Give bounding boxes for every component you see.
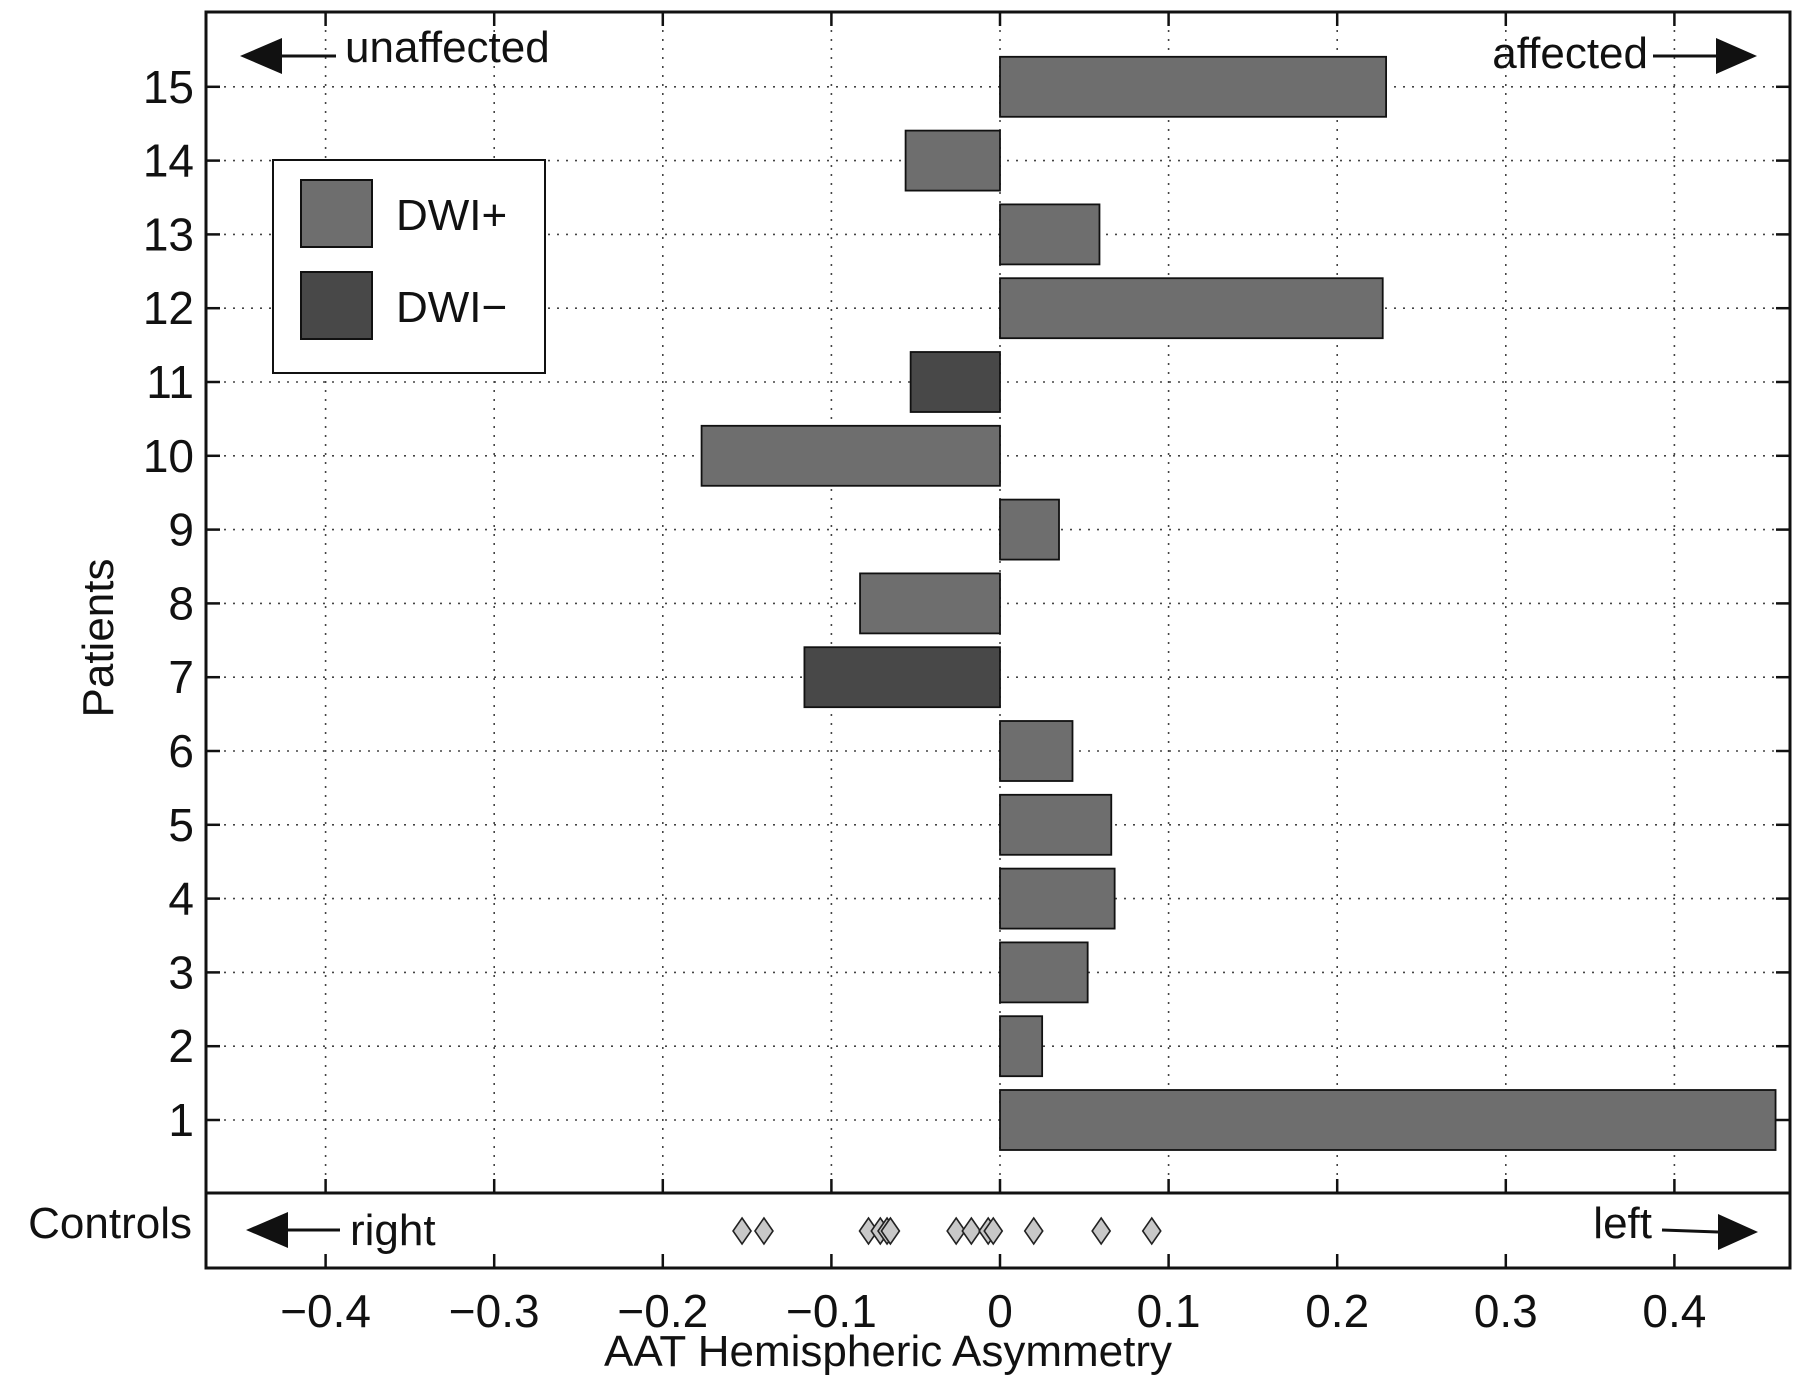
bar-patient-11: [909, 351, 1001, 413]
x-tick-label: −0.2: [617, 1285, 708, 1337]
svg-text:unaffected: unaffected: [345, 23, 550, 72]
x-axis-title: AAT Hemispheric Asymmetry: [604, 1327, 1172, 1376]
y-tick-label: 5: [168, 799, 194, 851]
axes-frame: [204, 10, 1792, 1270]
controls-markers: [732, 1216, 1162, 1246]
ticks: −0.4 −0.3 −0.2 −0.1 0 0.1 0.2 0.3 0.412345678910…: [143, 12, 1790, 1337]
y-tick-label: 10: [143, 430, 194, 482]
legend: DWI+ DWI−: [272, 159, 546, 374]
control-marker: [946, 1216, 967, 1246]
legend-swatch-dwi-plus: [300, 179, 373, 248]
legend-label-dwi-plus: DWI+: [396, 191, 507, 240]
bar-patient-15: [999, 55, 1387, 118]
control-marker: [880, 1216, 901, 1246]
svg-text:left: left: [1593, 1199, 1652, 1248]
annotation-unaffected: unaffected: [240, 23, 550, 74]
control-marker: [961, 1216, 982, 1246]
x-tick-label: −0.3: [449, 1285, 540, 1337]
y-tick-label: 7: [168, 651, 194, 703]
svg-text:affected: affected: [1492, 29, 1648, 78]
control-marker: [983, 1216, 1004, 1246]
annotation-affected: affected: [1492, 29, 1757, 78]
y-tick-label: 12: [143, 282, 194, 334]
control-marker: [732, 1216, 753, 1246]
bar-patient-14: [904, 129, 1001, 192]
y-tick-label: 14: [143, 135, 194, 187]
control-marker: [753, 1216, 774, 1246]
bars: [700, 55, 1777, 1151]
x-tick-label: −0.4: [280, 1285, 371, 1337]
bar-patient-6: [999, 720, 1074, 782]
bar-patient-9: [999, 498, 1060, 561]
y-tick-label: 13: [143, 208, 194, 260]
bar-patient-12: [999, 277, 1384, 340]
y-axis-title: Patients: [74, 559, 123, 718]
control-marker: [1023, 1216, 1044, 1246]
bar-patient-4: [999, 867, 1116, 930]
x-tick-label: 0: [987, 1285, 1013, 1337]
svg-text:right: right: [350, 1206, 436, 1255]
bar-patient-2: [999, 1015, 1044, 1078]
bar-patient-1: [999, 1089, 1777, 1151]
y-tick-label: 15: [143, 61, 194, 113]
control-marker: [1141, 1216, 1162, 1246]
y-tick-label: 9: [168, 504, 194, 556]
controls-label: Controls: [28, 1199, 192, 1248]
control-marker: [1091, 1216, 1112, 1246]
plot-frame: [204, 10, 1792, 1270]
x-tick-label: 0.2: [1305, 1285, 1369, 1337]
y-tick-label: 3: [168, 946, 194, 998]
bar-patient-8: [859, 572, 1001, 635]
bar-patient-13: [999, 203, 1101, 266]
bar-patient-5: [999, 793, 1113, 856]
y-tick-label: 6: [168, 725, 194, 777]
x-tick-label: 0.3: [1474, 1285, 1538, 1337]
bar-patient-3: [999, 941, 1089, 1004]
bar-patient-10: [700, 424, 1001, 487]
y-tick-label: 1: [168, 1094, 194, 1146]
legend-label-dwi-minus: DWI−: [396, 283, 507, 332]
bar-patient-7: [803, 646, 1001, 709]
annotation-left: left: [1593, 1199, 1758, 1250]
x-tick-label: 0.1: [1137, 1285, 1201, 1337]
y-tick-label: 2: [168, 1020, 194, 1072]
y-tick-label: 11: [146, 356, 194, 408]
legend-swatch-dwi-minus: [300, 271, 373, 340]
x-tick-label: 0.4: [1642, 1285, 1706, 1337]
annotation-right: right: [246, 1206, 436, 1255]
x-tick-label: −0.1: [786, 1285, 877, 1337]
y-tick-label: 8: [168, 577, 194, 629]
y-tick-label: 4: [168, 873, 194, 925]
